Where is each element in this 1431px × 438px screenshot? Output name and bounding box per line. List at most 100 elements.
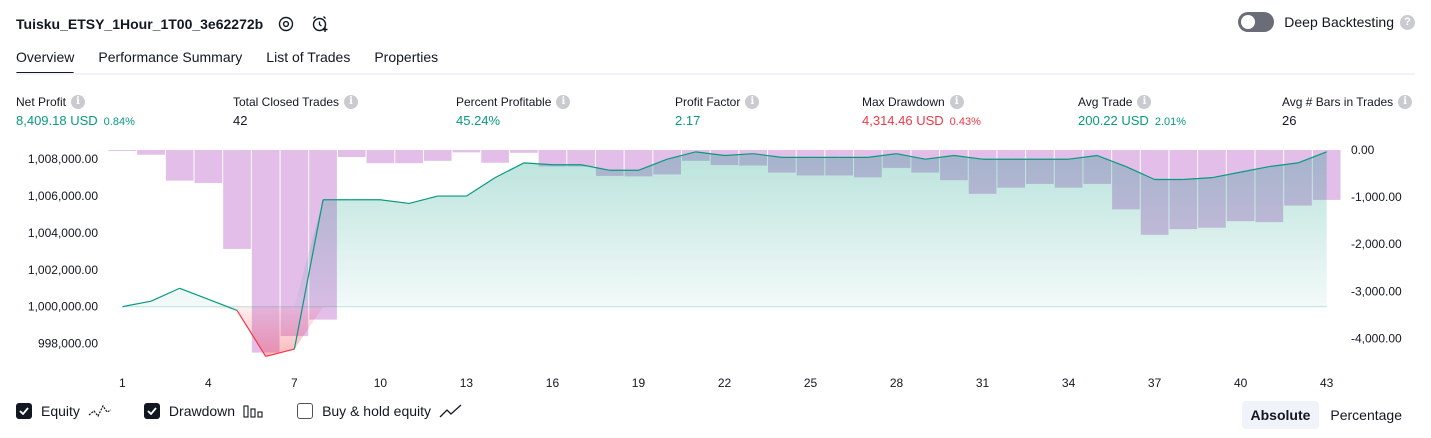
- drawdown-bar: [509, 150, 538, 153]
- right-axis-label: -4,000.00: [1351, 331, 1402, 345]
- equity-line-segment: [1097, 154, 1127, 168]
- equity-line-segment: [380, 199, 410, 205]
- drawdown-bar: [366, 150, 395, 164]
- x-axis-label: 31: [976, 376, 990, 390]
- info-icon[interactable]: i: [1137, 94, 1152, 109]
- buy-hold-label: Buy & hold equity: [322, 403, 432, 419]
- metric-value: 26: [1282, 113, 1297, 128]
- metric-percent: 0.84%: [103, 116, 135, 128]
- equity-area-loss: [122, 306, 1327, 357]
- right-axis-label: -1,000.00: [1351, 190, 1402, 204]
- right-axis-label: -3,000.00: [1351, 284, 1402, 298]
- percentage-button[interactable]: Percentage: [1330, 407, 1402, 423]
- deep-backtesting-toggle[interactable]: [1238, 12, 1275, 32]
- equity-line-segment: [208, 298, 238, 311]
- info-icon[interactable]: i: [745, 94, 760, 109]
- equity-line-segment: [265, 348, 295, 358]
- x-axis-label: 16: [546, 376, 560, 390]
- x-axis-label: 7: [291, 376, 298, 390]
- metric-value: 2.17: [675, 113, 701, 128]
- drawdown-label: Drawdown: [168, 403, 236, 419]
- help-icon[interactable]: ?: [1400, 14, 1415, 30]
- metric-value: 42: [233, 113, 248, 128]
- x-axis-label: 28: [890, 376, 904, 390]
- metric-profit-factor: Profit Factor i 2.17: [675, 94, 760, 128]
- equity-line-segment: [953, 154, 983, 160]
- equity-line-segment: [293, 199, 324, 350]
- x-axis-label: 4: [205, 376, 212, 390]
- drawdown-bar: [223, 150, 251, 249]
- equity-line-segment: [1183, 177, 1213, 181]
- buy-hold-checkbox[interactable]: [297, 403, 314, 419]
- x-axis-label: 1: [119, 376, 126, 390]
- equity-line-segment: [581, 164, 610, 171]
- tab-list-of-trades[interactable]: List of Trades: [266, 49, 351, 65]
- drawdown-checkbox[interactable]: [143, 403, 160, 419]
- buy-hold-toggle[interactable]: Buy & hold equity: [297, 403, 463, 419]
- equity-line-icon: [88, 404, 112, 418]
- equity-area-profit: [122, 151, 1327, 307]
- x-axis-label: 34: [1062, 376, 1076, 390]
- left-axis-label: 998,000.00: [38, 337, 98, 351]
- metric-avg-bars-in-trades: Avg # Bars in Trades i 26: [1282, 94, 1413, 128]
- left-axis-label: 1,006,000.00: [28, 189, 98, 203]
- right-axis-label: -2,000.00: [1351, 237, 1402, 251]
- tab-performance-summary[interactable]: Performance Summary: [98, 49, 243, 65]
- equity-line-segment: [494, 162, 525, 179]
- absolute-button[interactable]: Absolute: [1241, 401, 1320, 429]
- info-icon[interactable]: i: [1398, 94, 1413, 109]
- drawdown-bar: [423, 150, 452, 161]
- drawdown-bar: [452, 150, 481, 153]
- gear-icon[interactable]: [275, 13, 297, 35]
- info-icon[interactable]: i: [71, 94, 86, 109]
- equity-checkbox[interactable]: [16, 403, 32, 419]
- equity-line-segment: [724, 153, 754, 157]
- drawdown-bar: [395, 150, 423, 164]
- equity-line-segment: [1269, 162, 1299, 168]
- equity-line-segment: [1240, 166, 1270, 173]
- metric-percent-profitable: Percent Profitable i 45.24%: [456, 94, 571, 128]
- left-axis-label: 1,004,000.00: [28, 226, 98, 240]
- equity-line-segment: [179, 287, 209, 300]
- equity-line-segment: [896, 153, 926, 160]
- drawdown-bar: [194, 150, 223, 183]
- left-axis-label: 1,008,000.00: [28, 152, 98, 166]
- scale-toggle: Absolute Percentage: [1240, 401, 1412, 429]
- drawdown-bars-icon: [243, 404, 265, 418]
- drawdown-toggle[interactable]: Drawdown: [143, 403, 265, 419]
- left-axis-label: 1,000,000.00: [28, 300, 98, 314]
- deep-backtesting-label: Deep Backtesting: [1284, 14, 1394, 30]
- equity-line-segment: [122, 300, 152, 308]
- left-axis-label: 1,002,000.00: [28, 263, 98, 277]
- tab-properties[interactable]: Properties: [374, 49, 439, 65]
- x-axis-label: 19: [632, 376, 646, 390]
- equity-line-segment: [523, 162, 553, 166]
- info-icon[interactable]: i: [344, 94, 359, 109]
- info-icon[interactable]: i: [556, 94, 571, 109]
- tab-divider: [16, 73, 1415, 75]
- metric-value: 4,314.46 USD: [862, 113, 944, 128]
- drawdown-bar: [108, 150, 137, 151]
- equity-toggle[interactable]: Equity: [16, 403, 112, 419]
- metric-value: 200.22 USD: [1078, 113, 1149, 128]
- metric-percent: 2.01%: [1154, 116, 1187, 128]
- equity-line-segment: [408, 195, 438, 205]
- alarm-clock-plus-icon[interactable]: [309, 13, 331, 35]
- x-axis-label: 37: [1148, 376, 1162, 390]
- x-axis-label: 10: [374, 376, 388, 390]
- equity-line-segment: [466, 177, 496, 197]
- equity-line-segment: [1297, 151, 1327, 164]
- equity-line-segment: [753, 153, 782, 158]
- equity-line-segment: [867, 153, 897, 158]
- x-axis-label: 40: [1234, 376, 1248, 390]
- chart-legend: Equity Drawdown Buy & hold equity: [16, 403, 495, 419]
- tab-bar: Overview Performance Summary List of Tra…: [16, 44, 462, 75]
- drawdown-bar: [538, 150, 567, 167]
- metric-total-closed-trades: Total Closed Trades i 42: [233, 94, 359, 128]
- equity-drawdown-chart[interactable]: 1,008,000.00 1,006,000.00 1,004,000.00 1,00…: [0, 140, 1431, 398]
- x-axis-label: 43: [1320, 376, 1334, 390]
- tab-overview[interactable]: Overview: [16, 44, 75, 75]
- equity-line-segment: [236, 310, 267, 357]
- metric-max-drawdown: Max Drawdown i 4,314.46 USD 0.43%: [862, 94, 981, 128]
- info-icon[interactable]: i: [949, 94, 964, 109]
